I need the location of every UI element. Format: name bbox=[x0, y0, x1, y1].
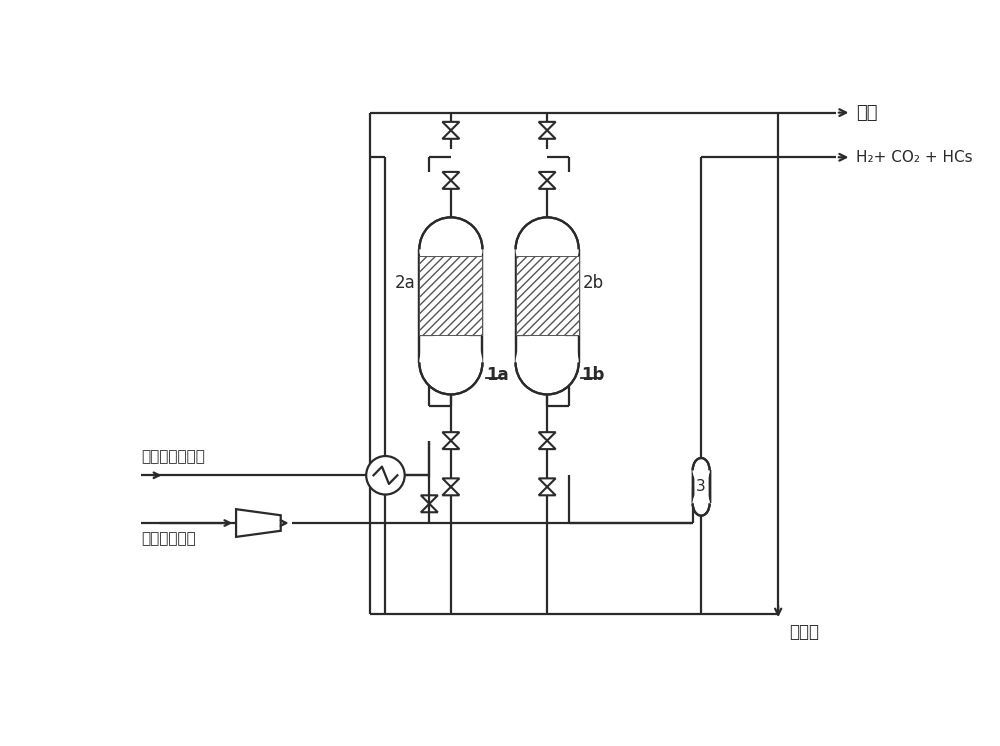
Text: 1b: 1b bbox=[581, 366, 604, 384]
Ellipse shape bbox=[516, 217, 579, 281]
Ellipse shape bbox=[419, 330, 482, 395]
Text: 清洁水: 清洁水 bbox=[789, 623, 819, 641]
Polygon shape bbox=[236, 510, 281, 537]
Text: 1a: 1a bbox=[486, 366, 509, 384]
Text: 尾气: 尾气 bbox=[856, 104, 877, 122]
Circle shape bbox=[366, 456, 405, 495]
Ellipse shape bbox=[693, 492, 710, 515]
Ellipse shape bbox=[693, 492, 710, 515]
Ellipse shape bbox=[693, 458, 710, 483]
Text: 2a: 2a bbox=[395, 274, 415, 292]
Text: H₂+ CO₂ + HCs: H₂+ CO₂ + HCs bbox=[856, 150, 973, 165]
Ellipse shape bbox=[516, 330, 579, 395]
Ellipse shape bbox=[693, 458, 710, 483]
Text: 费托反应合成水: 费托反应合成水 bbox=[141, 450, 205, 465]
Ellipse shape bbox=[419, 217, 482, 281]
Bar bbox=[516, 256, 579, 336]
Text: 2b: 2b bbox=[583, 274, 604, 292]
Text: 含氢气的气体: 含氢气的气体 bbox=[141, 530, 196, 546]
Text: 3: 3 bbox=[696, 480, 706, 495]
Bar bbox=[419, 256, 482, 336]
